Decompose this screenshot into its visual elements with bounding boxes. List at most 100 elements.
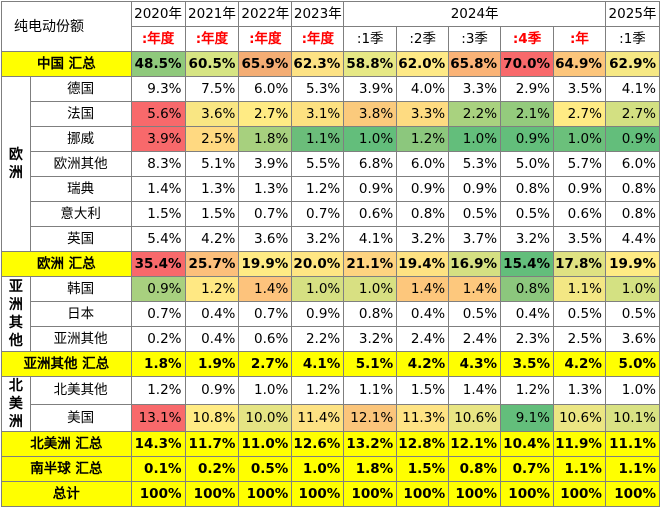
value-cell: 0.8% [500,276,555,302]
value-cell: 1.1% [291,126,345,152]
value-cell: 3.2% [500,226,555,252]
table-row-uk: 英国 5.4% 4.2% 3.6% 3.2% 4.1% 3.2% 3.7% 3.2% 3.5% 4.… [2,226,660,252]
table-row-south-total: 南半球 汇总 0.1% 0.2% 0.5% 1.0% 1.8% 1.5% 0.8% 0.7% 1.… [1,456,660,482]
value-cell: 0.7% [291,201,345,227]
value-cell: 1.5% [396,376,450,405]
year-2025: 2025年 [604,1,660,27]
value-cell: 3.2% [343,326,398,352]
value-cell: 19.4% [396,251,450,277]
value-cell: 3.9% [238,151,293,177]
value-cell: 1.1% [604,456,660,482]
value-cell: 100% [448,481,502,507]
value-cell: 1.1% [343,376,398,405]
value-cell: 2.9% [500,76,555,102]
value-cell: 7.5% [184,76,240,102]
value-cell: 0.7% [238,301,293,327]
value-cell: 1.2% [396,126,450,152]
period-2025-q1: :1季 [604,26,660,52]
value-cell: 0.4% [500,301,555,327]
table-title: 纯电动份额 [1,1,132,52]
value-cell: 10.6% [553,403,606,432]
value-cell: 2.2% [291,326,345,352]
value-cell: 0.5% [238,456,293,482]
value-cell: 1.0% [604,376,660,405]
value-cell: 5.6% [130,101,186,127]
value-cell: 14.3% [130,431,186,457]
value-cell: 0.5% [604,301,660,327]
value-cell: 3.6% [238,226,293,252]
row-label: 中国 汇总 [1,51,132,77]
region-label-north-america: 北美洲 [1,376,31,432]
value-cell: 19.9% [604,251,660,277]
value-cell: 1.1% [553,456,606,482]
value-cell: 0.7% [238,201,293,227]
value-cell: 11.4% [291,403,345,432]
value-cell: 0.9% [448,176,502,202]
country-label: 德国 [29,76,132,102]
value-cell: 1.4% [396,276,450,302]
value-cell: 11.3% [396,403,450,432]
value-cell: 1.4% [448,376,502,405]
value-cell: 13.2% [343,431,398,457]
value-cell: 0.5% [500,201,555,227]
country-label: 韩国 [29,276,132,302]
value-cell: 0.9% [291,301,345,327]
value-cell: 1.5% [130,201,186,227]
value-cell: 3.6% [604,326,660,352]
value-cell: 1.9% [184,351,240,377]
value-cell: 6.0% [604,151,660,177]
value-cell: 17.8% [553,251,606,277]
table-row-europe-other: 欧洲其他 8.3% 5.1% 3.9% 5.5% 6.8% 6.0% 5.3% 5.0% 5.7%… [2,151,660,177]
value-cell: 10.1% [604,403,660,432]
value-cell: 100% [604,481,660,507]
value-cell: 0.9% [130,276,186,302]
value-cell: 1.0% [238,376,293,405]
value-cell: 0.2% [184,456,240,482]
value-cell: 0.4% [396,301,450,327]
value-cell: 25.7% [184,251,240,277]
value-cell: 0.8% [448,456,502,482]
value-cell: 2.4% [448,326,502,352]
country-label: 日本 [29,301,132,327]
value-cell: 62.3% [291,51,345,77]
region-label-europe: 欧洲 [1,76,31,252]
value-cell: 64.9% [553,51,606,77]
country-label: 亚洲其他 [29,326,132,352]
value-cell: 0.4% [184,301,240,327]
value-cell: 3.9% [130,126,186,152]
row-label: 亚洲其他 汇总 [1,351,132,377]
value-cell: 1.8% [238,126,293,152]
value-cell: 65.9% [238,51,293,77]
value-cell: 4.4% [604,226,660,252]
value-cell: 1.0% [291,276,345,302]
value-cell: 1.8% [343,456,398,482]
value-cell: 35.4% [130,251,186,277]
value-cell: 100% [343,481,398,507]
value-cell: 0.9% [500,126,555,152]
period-2021: :年度 [184,26,240,52]
value-cell: 0.9% [343,176,398,202]
period-2022: :年度 [238,26,293,52]
value-cell: 0.8% [500,176,555,202]
value-cell: 11.9% [553,431,606,457]
value-cell: 3.8% [343,101,398,127]
value-cell: 1.0% [448,126,502,152]
country-label: 挪威 [29,126,132,152]
value-cell: 0.6% [238,326,293,352]
table-row-usa: 美国 13.1% 10.8% 10.0% 11.4% 12.1% 11.3% 10.6% 9.1… [2,403,660,432]
value-cell: 0.8% [396,201,450,227]
value-cell: 10.6% [448,403,502,432]
value-cell: 12.6% [291,431,345,457]
value-cell: 0.2% [130,326,186,352]
table-row-norway: 挪威 3.9% 2.5% 1.8% 1.1% 1.0% 1.2% 1.0% 0.9% 1.0% 0.… [2,126,660,152]
value-cell: 100% [184,481,240,507]
value-cell: 4.2% [184,226,240,252]
value-cell: 20.0% [291,251,345,277]
row-label: 欧洲 汇总 [1,251,132,277]
value-cell: 0.9% [604,126,660,152]
value-cell: 12.1% [448,431,502,457]
value-cell: 15.4% [500,251,555,277]
value-cell: 1.0% [553,126,606,152]
value-cell: 0.7% [500,456,555,482]
value-cell: 1.0% [343,276,398,302]
